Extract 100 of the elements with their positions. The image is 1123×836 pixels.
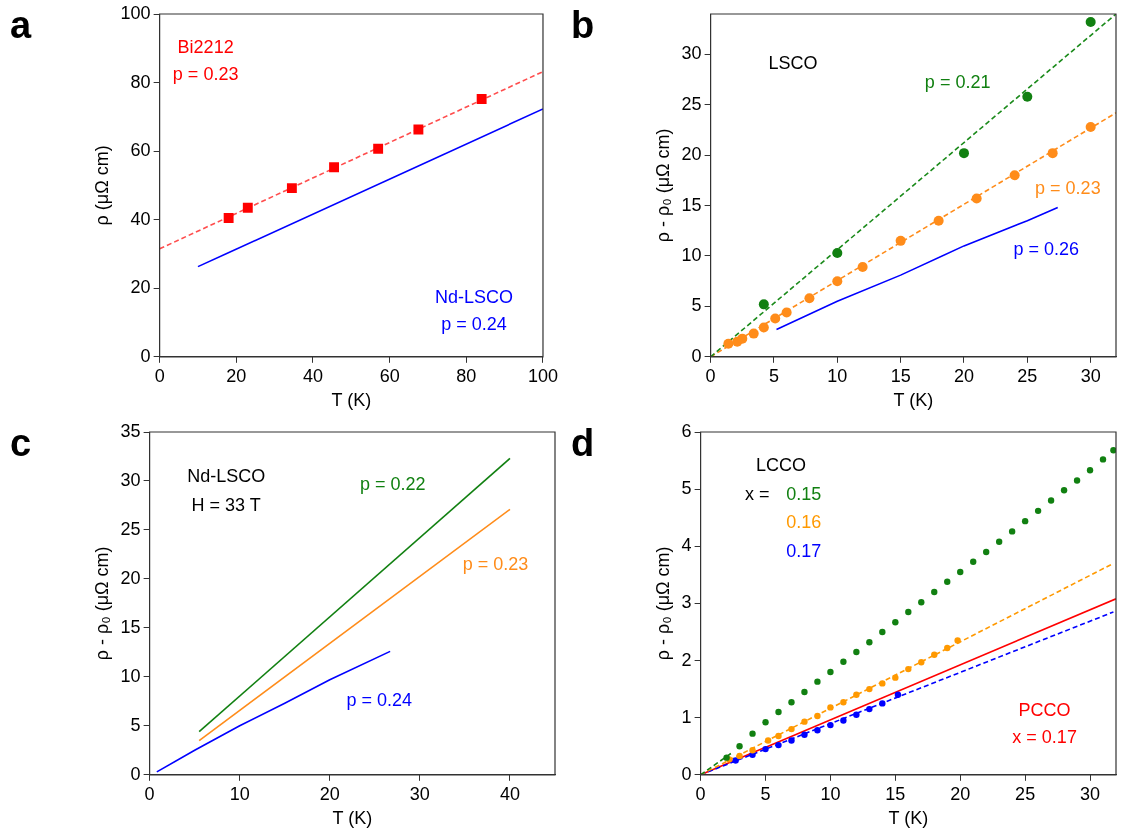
point (944, 644, 951, 652)
point (804, 293, 815, 304)
point (853, 691, 860, 699)
annotation: LCCO (756, 455, 807, 476)
point (957, 568, 964, 576)
point (801, 731, 808, 739)
point (223, 213, 234, 223)
point (1021, 517, 1029, 525)
point (758, 322, 769, 333)
y-axis-title: ρ - ρ₀ (μΩ cm) (91, 546, 112, 661)
x-axis-title: T (K) (888, 808, 929, 829)
point (373, 143, 384, 154)
series-label: p = 0.24 (346, 690, 413, 711)
point (286, 183, 297, 194)
point (1022, 91, 1033, 102)
x-tick-label: 15 (885, 783, 906, 804)
x-tick-label: 30 (1080, 783, 1101, 804)
x-tick-label: 0 (705, 365, 716, 386)
y-tick-label: 0 (681, 763, 692, 784)
text: Nd-LSCO p = 0.24 (434, 287, 513, 335)
chart-title: a (10, 4, 32, 47)
point (840, 717, 847, 724)
point (832, 276, 843, 287)
point (982, 548, 990, 556)
point (931, 651, 938, 659)
x-tick-label: 20 (319, 783, 340, 804)
point (879, 680, 886, 687)
point (866, 685, 873, 693)
y-tick-label: 2 (681, 649, 692, 670)
y-tick-label: 5 (681, 478, 692, 499)
point (814, 712, 821, 720)
y-tick-label: 30 (681, 43, 702, 64)
series-label: p = 0.21 (924, 71, 991, 92)
annotation: Nd-LSCO (187, 466, 266, 487)
text: PCCO x = 0.17 (1012, 699, 1077, 747)
x-tick-label: 30 (1080, 365, 1101, 386)
y-tick-label: 0 (140, 345, 151, 366)
y-tick-label: 5 (691, 295, 702, 316)
point (918, 659, 925, 666)
y-tick-label: 20 (130, 277, 151, 298)
point (1047, 148, 1058, 159)
point (840, 658, 847, 665)
point (1073, 477, 1081, 484)
point (933, 215, 944, 226)
point (788, 725, 795, 733)
y-tick-label: 15 (681, 194, 702, 215)
annotation: H = 33 T (191, 495, 261, 516)
point (413, 124, 424, 135)
point (866, 639, 873, 646)
point (995, 538, 1003, 545)
text: 0.16 (786, 512, 822, 533)
point (781, 307, 792, 318)
point (814, 678, 821, 685)
y-tick-label: 3 (681, 592, 692, 613)
point (749, 730, 756, 737)
point (723, 338, 734, 349)
point (892, 619, 899, 626)
point (832, 247, 843, 258)
y-axis-title: ρ (μΩ cm) (91, 145, 112, 226)
series-label: p = 0.23 (1035, 178, 1101, 199)
point (1085, 17, 1096, 28)
series-label: p = 0.23 (462, 554, 529, 575)
x-axis-title: T (K) (893, 390, 934, 411)
y-tick-label: 100 (120, 2, 151, 23)
y-tick-label: 5 (130, 714, 141, 735)
x-tick-label: 20 (226, 365, 247, 386)
point (775, 732, 782, 740)
annotation: x = (744, 483, 770, 504)
y-tick-label: 40 (130, 208, 151, 229)
chart-title: c (10, 422, 32, 465)
point (866, 705, 873, 713)
point (814, 727, 821, 734)
y-tick-label: 0 (130, 763, 141, 784)
y-tick-label: 20 (681, 144, 702, 165)
point (801, 688, 808, 696)
point (788, 737, 795, 744)
point (748, 328, 759, 339)
point (1086, 467, 1094, 474)
text: Bi2212 p = 0.23 (172, 37, 239, 85)
point (329, 162, 340, 173)
point (1034, 507, 1042, 515)
series-label: p = 0.22 (360, 473, 426, 494)
point (857, 262, 868, 273)
y-tick-label: 4 (681, 535, 692, 556)
x-tick-label: 25 (1015, 783, 1036, 804)
chart-title: b (571, 4, 595, 47)
point (905, 665, 912, 673)
point (736, 752, 743, 760)
text: 0.15 (786, 483, 822, 504)
x-axis-title: T (K) (332, 808, 373, 829)
text: 0.17 (786, 540, 822, 561)
point (827, 668, 834, 676)
x-tick-label: 5 (760, 783, 771, 804)
point (476, 94, 487, 104)
point (895, 235, 906, 246)
point (853, 648, 860, 656)
y-tick-label: 60 (130, 140, 151, 161)
point (1085, 121, 1096, 132)
y-tick-label: 15 (120, 616, 141, 637)
x-tick-label: 40 (499, 783, 520, 804)
